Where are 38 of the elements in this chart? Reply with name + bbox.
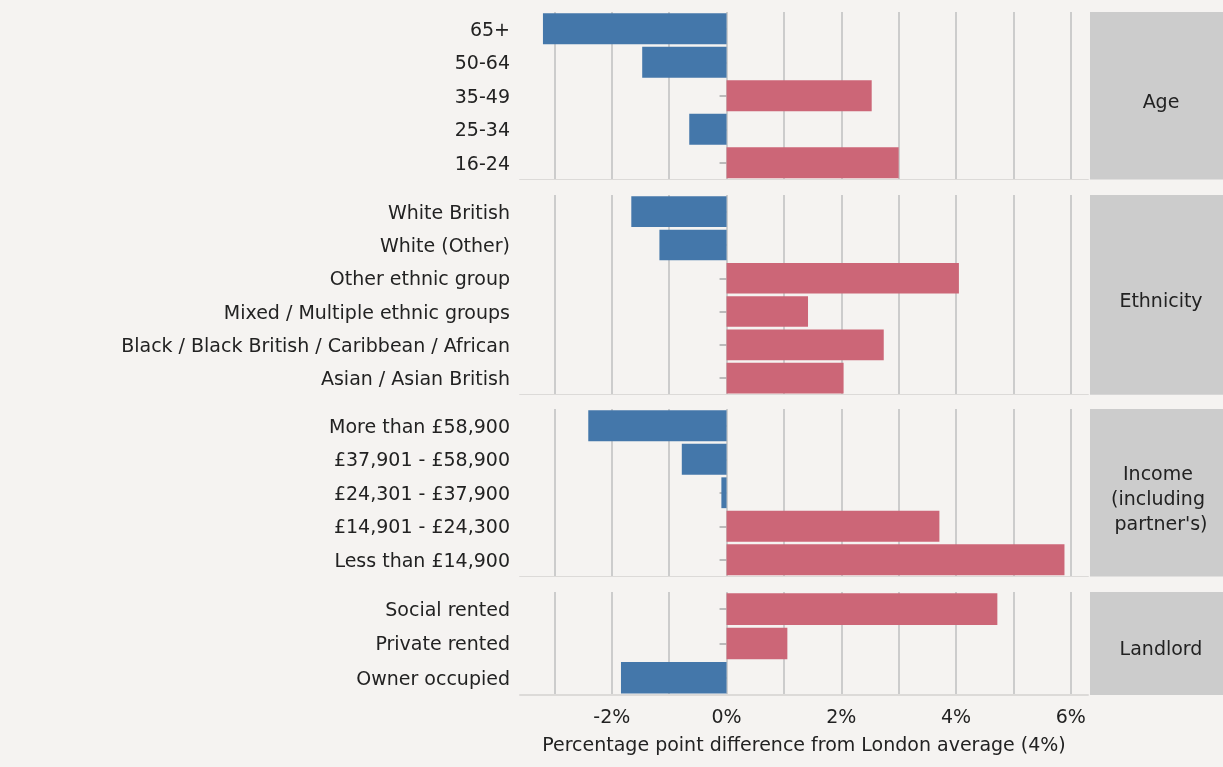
bar [631, 195, 727, 227]
y-tick-label: Black / Black British / Caribbean / African [121, 333, 510, 356]
x-tick-label: 4% [940, 705, 972, 728]
y-tick-label: Other ethnic group [329, 266, 510, 289]
bar [726, 295, 809, 327]
bar [726, 593, 998, 625]
y-tick-label: Asian / Asian British [320, 366, 510, 389]
x-tick-label: 2% [826, 705, 857, 728]
x-axis-title: Percentage point difference from London average (4%) [542, 733, 1066, 756]
bar [620, 661, 727, 694]
y-tick-label: Social rented [385, 597, 510, 620]
y2-axis-title: Ethnicity [1119, 288, 1203, 311]
x-tick-label: -2% [593, 705, 631, 728]
y-tick-label: £24,301 - £37,900 [333, 482, 510, 505]
y-tick-label: More than £58,900 [329, 415, 510, 438]
y-tick-label: £14,901 - £24,300 [333, 515, 510, 538]
x-tick-label: 0% [711, 705, 742, 728]
y2-axis-title: Landlord [1119, 637, 1203, 660]
y-tick-label: 65+ [469, 17, 510, 40]
y-tick-label: £37,901 - £58,900 [333, 448, 510, 471]
y-tick-label: Mixed / Multiple ethnic groups [223, 300, 510, 323]
x-tick-label: 6% [1055, 705, 1086, 728]
y2-axis-title: Age [1142, 89, 1180, 112]
y-tick-label: White (Other) [379, 233, 510, 256]
y-tick-label: Owner occupied [356, 666, 510, 689]
y-tick-label: Less than £14,900 [334, 549, 510, 572]
y-tick-label: 16-24 [454, 151, 510, 174]
bar [726, 262, 959, 294]
bar [726, 627, 788, 660]
y-tick-label: 50-64 [454, 51, 510, 74]
y-tick-label: Private rented [375, 632, 510, 655]
bar [726, 362, 844, 393]
y-tick-label: White British [387, 200, 510, 223]
y-tick-label: 35-49 [454, 84, 510, 107]
bar [726, 329, 884, 360]
y2-axis-title: Income (including partner's) [1111, 462, 1211, 535]
y-tick-label: 25-34 [454, 118, 510, 141]
bar [659, 229, 727, 260]
